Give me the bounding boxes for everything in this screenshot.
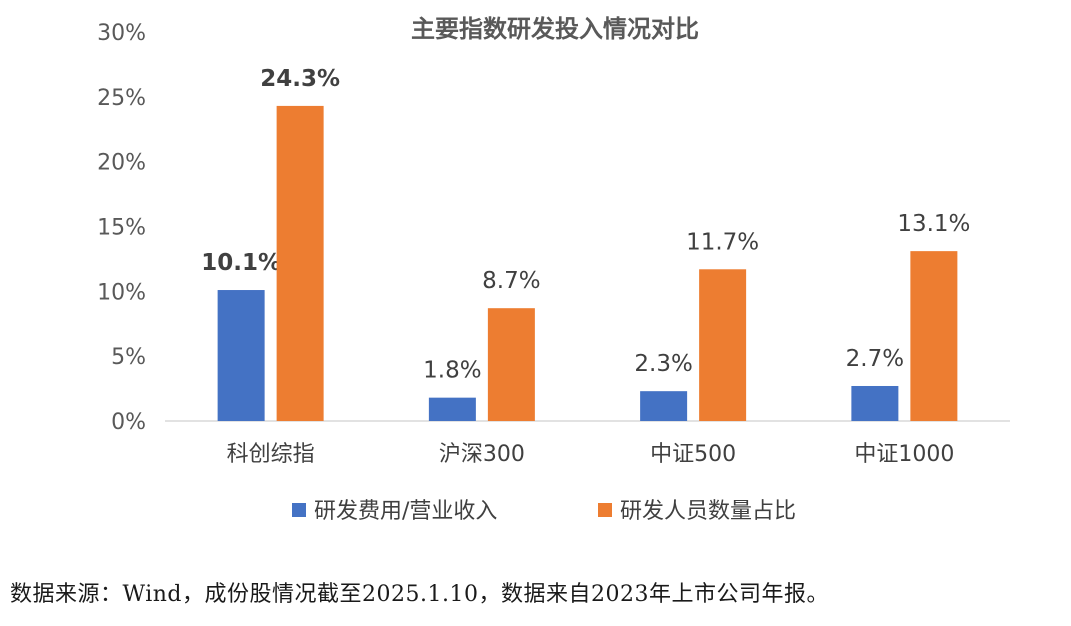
source-note: 数据来源：Wind，成份股情况截至2025.1.10，数据来自2023年上市公司… (10, 582, 829, 607)
bar-chart: 主要指数研发投入情况对比 0% 5% 10% 15% 20% 25% 30% 10.1% 24… (97, 15, 1010, 524)
legend: 研发费用/营业收入 研发人员数量占比 (292, 499, 796, 524)
chart-title: 主要指数研发投入情况对比 (411, 15, 699, 43)
bar-rd-staff-ratio (487, 308, 535, 421)
x-axis: 科创综指 沪深300 中证500 中证1000 (227, 442, 955, 467)
y-tick-label: 15% (97, 216, 146, 241)
x-tick-label: 中证500 (650, 442, 736, 467)
y-tick-label: 25% (97, 86, 146, 111)
legend-label: 研发费用/营业收入 (314, 499, 497, 524)
x-tick-label: 沪深300 (439, 442, 525, 467)
legend-swatch (292, 503, 306, 517)
y-tick-label: 30% (97, 21, 146, 46)
y-tick-label: 5% (111, 345, 146, 370)
x-tick-label: 中证1000 (854, 442, 954, 467)
bar-rd-staff-ratio (276, 105, 324, 421)
bar-rd-staff-ratio (699, 269, 747, 421)
legend-swatch (598, 503, 612, 517)
y-tick-label: 20% (97, 151, 146, 176)
x-tick-label: 科创综指 (227, 442, 315, 467)
data-label: 2.7% (846, 346, 904, 372)
data-label: 11.7% (686, 229, 759, 255)
bar-rd-expense-ratio (851, 385, 899, 421)
legend-label: 研发人员数量占比 (620, 499, 796, 524)
y-tick-label: 0% (111, 410, 146, 435)
data-label: 1.8% (423, 358, 481, 384)
data-label: 13.1% (897, 211, 970, 237)
bars-group: 10.1% 24.3% 1.8% 8.7% 2.3% 11.7% 2.7% 13.1% (201, 66, 970, 421)
y-axis: 0% 5% 10% 15% 20% 25% 30% (97, 21, 146, 435)
bar-rd-expense-ratio (640, 391, 688, 421)
data-label: 24.3% (260, 66, 340, 92)
data-label: 2.3% (634, 351, 692, 377)
data-label: 10.1% (201, 250, 281, 276)
bar-rd-expense-ratio (217, 290, 265, 421)
y-tick-label: 10% (97, 280, 146, 305)
data-label: 8.7% (482, 268, 540, 294)
bar-rd-expense-ratio (428, 397, 476, 421)
bar-rd-staff-ratio (910, 251, 958, 421)
